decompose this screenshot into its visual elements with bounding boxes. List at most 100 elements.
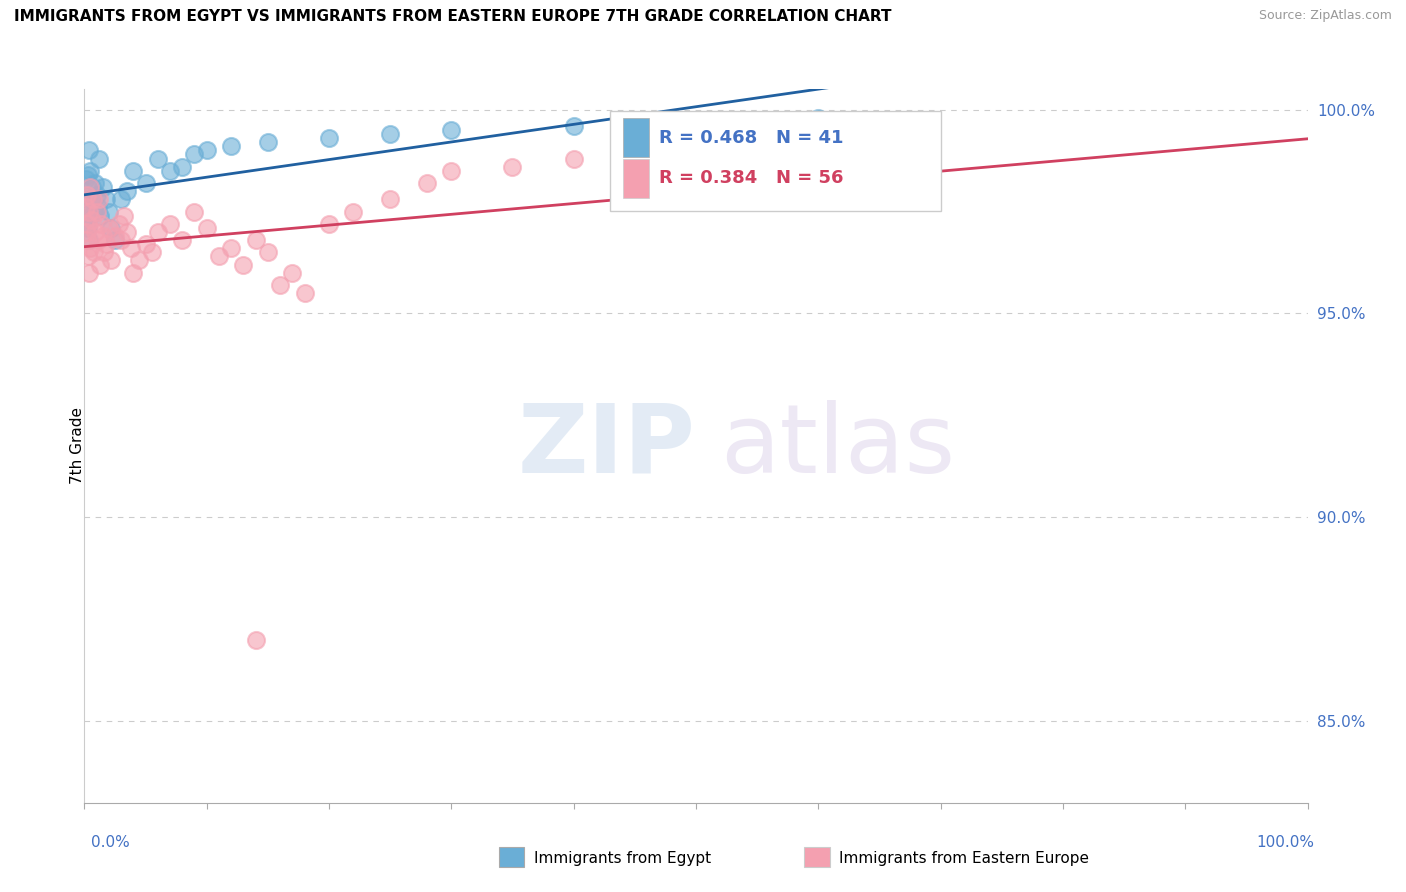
Point [807, 111, 830, 125]
Point [141, 245, 163, 260]
Point [380, 192, 402, 206]
Point [257, 245, 280, 260]
Point [107, 217, 129, 231]
Point [77, 217, 100, 231]
Point [195, 144, 218, 158]
Point [76, 233, 98, 247]
Point [76, 201, 98, 215]
Text: 0.0%: 0.0% [91, 836, 131, 850]
Point [86, 188, 108, 202]
Point [146, 225, 169, 239]
Point [440, 163, 463, 178]
Point [89, 258, 111, 272]
Point [79, 209, 101, 223]
Point [112, 209, 135, 223]
Point [159, 217, 181, 231]
Point [80, 212, 103, 227]
Point [87, 192, 110, 206]
Point [281, 266, 304, 280]
Point [294, 286, 316, 301]
Point [75, 225, 97, 239]
Point [502, 160, 524, 174]
Point [104, 229, 127, 244]
Point [86, 204, 108, 219]
Point [172, 233, 194, 247]
Point [219, 241, 242, 255]
Text: R = 0.384   N = 56: R = 0.384 N = 56 [659, 169, 844, 187]
Point [100, 220, 122, 235]
Point [77, 249, 100, 263]
Point [104, 233, 127, 247]
Point [91, 180, 114, 194]
Text: Immigrants from Eastern Europe: Immigrants from Eastern Europe [839, 851, 1090, 865]
Point [87, 201, 110, 215]
Point [219, 139, 242, 153]
Point [79, 163, 101, 178]
Point [76, 217, 98, 231]
Point [75, 201, 97, 215]
Point [100, 253, 122, 268]
Point [440, 123, 463, 137]
FancyBboxPatch shape [610, 111, 941, 211]
Point [77, 144, 100, 158]
Point [82, 192, 104, 206]
Point [208, 249, 231, 263]
Point [84, 176, 107, 190]
Point [77, 168, 100, 182]
Point [96, 192, 118, 206]
Text: ZIP: ZIP [517, 400, 696, 492]
Point [135, 176, 157, 190]
Point [76, 188, 98, 202]
Text: IMMIGRANTS FROM EGYPT VS IMMIGRANTS FROM EASTERN EUROPE 7TH GRADE CORRELATION CH: IMMIGRANTS FROM EGYPT VS IMMIGRANTS FROM… [14, 9, 891, 24]
Point [342, 204, 364, 219]
Point [77, 220, 100, 235]
Point [89, 209, 111, 223]
Point [128, 253, 150, 268]
Point [172, 160, 194, 174]
Point [82, 192, 104, 206]
Point [97, 204, 120, 219]
Point [183, 204, 205, 219]
Point [245, 233, 267, 247]
Point [83, 245, 105, 260]
Point [120, 241, 142, 255]
Point [110, 233, 132, 247]
Text: Immigrants from Egypt: Immigrants from Egypt [534, 851, 711, 865]
Point [685, 127, 707, 141]
Point [96, 237, 118, 252]
Point [245, 632, 267, 647]
Y-axis label: 7th Grade: 7th Grade [70, 408, 84, 484]
Point [77, 266, 100, 280]
Text: atlas: atlas [720, 400, 956, 492]
Point [122, 163, 145, 178]
Point [562, 119, 585, 133]
Point [79, 180, 101, 194]
Point [79, 241, 101, 255]
Point [146, 152, 169, 166]
FancyBboxPatch shape [623, 118, 650, 157]
Point [90, 217, 112, 231]
Point [183, 147, 205, 161]
Point [77, 233, 100, 247]
Point [80, 180, 103, 194]
Point [84, 225, 107, 239]
Point [380, 127, 402, 141]
Point [232, 258, 254, 272]
Text: R = 0.468   N = 41: R = 0.468 N = 41 [659, 128, 844, 146]
Point [685, 115, 707, 129]
Point [135, 237, 157, 252]
Point [115, 225, 138, 239]
Point [77, 192, 100, 206]
Point [318, 131, 340, 145]
Point [257, 135, 280, 149]
Text: 100.0%: 100.0% [1257, 836, 1315, 850]
Point [93, 245, 115, 260]
Point [87, 152, 110, 166]
Point [318, 217, 340, 231]
Point [91, 229, 114, 244]
Point [562, 152, 585, 166]
Text: Source: ZipAtlas.com: Source: ZipAtlas.com [1258, 9, 1392, 22]
Point [87, 233, 110, 247]
Point [159, 163, 181, 178]
Point [269, 277, 291, 292]
